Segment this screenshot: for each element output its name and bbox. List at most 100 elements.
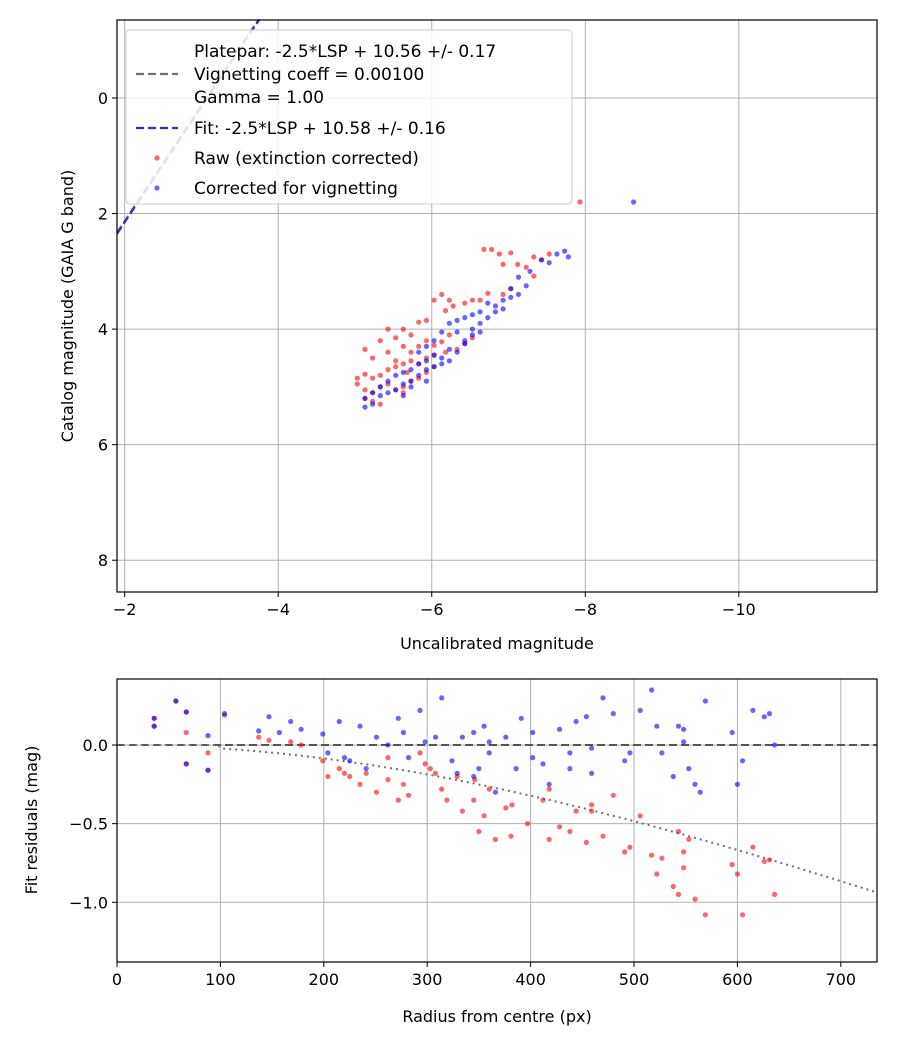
top-corrected-point xyxy=(538,257,545,263)
bottom-raw-point xyxy=(476,828,482,835)
bottom-corrected-point xyxy=(320,731,326,737)
top-corrected-point xyxy=(408,367,414,373)
bottom-raw-point xyxy=(740,912,746,918)
bottom-raw-point xyxy=(610,792,616,798)
top-raw-point xyxy=(385,326,391,332)
bottom-corrected-point xyxy=(589,745,595,751)
top-raw-point xyxy=(416,319,422,325)
bottom-corrected-point xyxy=(503,734,509,740)
bottom-raw-point xyxy=(432,770,439,776)
top-raw-point xyxy=(404,369,410,375)
top-raw-point xyxy=(439,291,445,297)
bottom-x-tick-label: 500 xyxy=(619,970,650,989)
bottom-raw-point xyxy=(702,912,709,918)
bottom-raw-point xyxy=(557,824,563,830)
bottom-corrected-point xyxy=(422,739,428,745)
top-corrected-point xyxy=(454,329,460,335)
top-raw-point xyxy=(423,338,429,344)
top-corrected-point xyxy=(515,274,522,280)
bottom-raw-point xyxy=(649,852,655,858)
top-corrected-point xyxy=(416,372,422,378)
top-corrected-point xyxy=(469,332,475,338)
top-corrected-point xyxy=(462,338,468,344)
top-raw-point xyxy=(489,246,495,252)
bottom-y-tick-label: 0.0 xyxy=(83,736,108,755)
top-corrected-point xyxy=(431,338,437,344)
legend-fit-label: Fit: -2.5*LSP + 10.58 +/- 0.16 xyxy=(194,119,446,139)
bottom-x-tick-label: 700 xyxy=(826,970,857,989)
top-corrected-point xyxy=(431,352,437,358)
top-x-tick-label: −6 xyxy=(420,600,444,619)
bottom-raw-point xyxy=(183,729,189,736)
bottom-raw-point xyxy=(524,821,531,827)
top-corrected-point xyxy=(362,404,368,410)
bottom-raw-point xyxy=(320,758,326,764)
top-raw-point xyxy=(377,372,383,378)
bottom-corrected-point xyxy=(750,707,756,714)
bottom-corrected-point xyxy=(373,734,380,740)
bottom-raw-point xyxy=(486,786,492,792)
bottom-corrected-point xyxy=(347,758,353,764)
bottom-corrected-point xyxy=(567,766,573,772)
bottom-raw-point xyxy=(336,766,342,772)
top-corrected-point xyxy=(393,372,399,378)
top-corrected-point xyxy=(385,378,391,384)
top-corrected-point xyxy=(370,401,376,407)
bottom-x-tick-label: 400 xyxy=(515,970,546,989)
legend-raw-marker-icon xyxy=(154,155,160,161)
top-x-tick-label: −2 xyxy=(113,600,137,619)
top-corrected-point xyxy=(508,294,514,300)
bottom-corrected-point xyxy=(670,773,676,780)
bottom-corrected-point xyxy=(151,715,157,721)
bottom-corrected-point xyxy=(740,758,746,764)
top-corrected-point xyxy=(416,361,422,367)
top-raw-point xyxy=(443,349,449,355)
top-raw-point xyxy=(354,375,360,381)
bottom-raw-point xyxy=(670,883,676,890)
bottom-raw-point xyxy=(385,777,391,783)
bottom-corrected-point xyxy=(557,726,563,732)
top-legend: Platepar: -2.5*LSP + 10.56 +/- 0.17 Vign… xyxy=(125,29,573,205)
legend-corrected-label: Corrected for vignetting xyxy=(194,179,398,199)
legend-gamma-label: Gamma = 1.00 xyxy=(194,88,324,108)
bottom-raw-point xyxy=(373,789,380,795)
top-corrected-point xyxy=(439,361,445,367)
bottom-corrected-point xyxy=(336,718,342,725)
bottom-raw-point xyxy=(772,891,778,898)
bottom-raw-point xyxy=(729,861,735,868)
bottom-corrected-point xyxy=(432,734,439,740)
bottom-x-axis-label: Radius from centre (px) xyxy=(402,1007,591,1026)
legend-platepar-label: Platepar: -2.5*LSP + 10.56 +/- 0.17 xyxy=(194,42,496,62)
bottom-raw-point xyxy=(573,808,579,814)
bottom-axes-frame xyxy=(116,678,878,963)
top-raw-point xyxy=(416,343,422,349)
top-corrected-point xyxy=(462,315,468,321)
top-raw-point xyxy=(400,326,406,332)
bottom-raw-point xyxy=(583,839,590,846)
bottom-x-tick-label: 300 xyxy=(412,970,443,989)
bottom-corrected-point xyxy=(622,758,628,764)
bottom-raw-point xyxy=(637,813,643,819)
bottom-raw-point xyxy=(341,770,348,776)
bottom-raw-point xyxy=(459,808,465,814)
bottom-corrected-point xyxy=(439,695,445,701)
bottom-raw-point xyxy=(546,836,552,843)
bottom-raw-point xyxy=(675,891,682,898)
bottom-corrected-point xyxy=(589,770,595,776)
bottom-raw-point xyxy=(288,739,294,745)
top-raw-point xyxy=(450,303,456,309)
bottom-corrected-point xyxy=(546,781,552,787)
top-scatter-points xyxy=(354,199,637,410)
bottom-corrected-point xyxy=(702,698,709,704)
bottom-corrected-point xyxy=(583,714,590,720)
bottom-corrected-point xyxy=(734,781,741,787)
legend-vignetting-label: Vignetting coeff = 0.00100 xyxy=(194,65,424,85)
bottom-x-tick-label: 100 xyxy=(205,970,236,989)
top-corrected-point xyxy=(477,320,483,326)
top-raw-point xyxy=(446,297,452,303)
top-raw-point xyxy=(362,346,368,352)
top-raw-point xyxy=(377,338,383,344)
top-x-axis-label: Uncalibrated magnitude xyxy=(400,634,594,653)
top-raw-point xyxy=(500,261,506,267)
top-raw-point xyxy=(515,261,521,267)
